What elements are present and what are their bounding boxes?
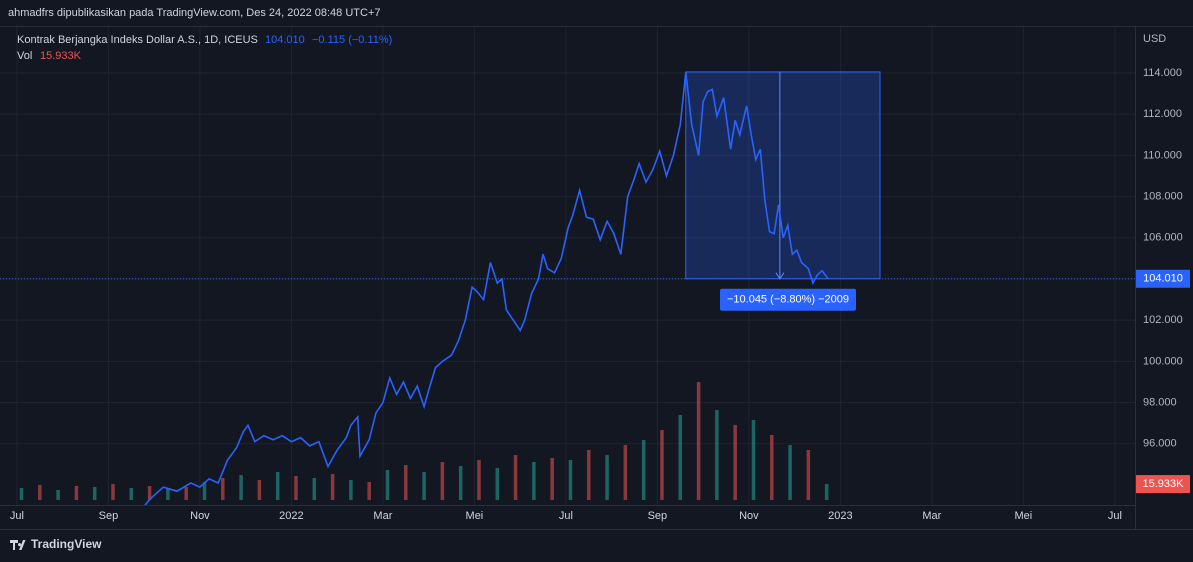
header-text: ahmadfrs dipublikasikan pada TradingView… [8,7,381,19]
volume-bar [367,482,371,500]
volume-bar [696,382,701,500]
y-tick-label: 106.000 [1143,232,1183,244]
volume-bar [715,410,719,500]
volume-bar [422,472,426,500]
volume-last-label: 15.933K [1143,478,1185,490]
volume-bar [568,460,573,500]
x-tick-label: Jul [10,510,24,522]
volume-bar [239,475,243,500]
volume-bar [513,455,518,500]
x-tick-label: Nov [190,510,210,522]
volume-bar [751,420,756,500]
y-unit: USD [1143,33,1166,45]
legend-title: Kontrak Berjangka Indeks Dollar A.S., 1D… [17,34,258,46]
volume-bar [477,460,481,500]
y-tick-label: 108.000 [1143,190,1183,202]
legend-change: −0.115 (−0.11%) [312,34,392,46]
x-tick-label: 2022 [279,510,303,522]
footer-border [0,529,1193,530]
last-price-label: 104.010 [1143,273,1183,285]
volume-bar [312,478,317,500]
last-price-tag [1136,269,1190,288]
x-tick-label: Sep [99,510,119,522]
y-tick-label: 112.000 [1143,108,1182,120]
x-tick-label: Jul [1108,510,1122,522]
volume-bar [733,425,737,500]
volume-bar [330,474,335,500]
volume-bar [294,476,298,500]
volume-bar [129,488,134,500]
volume-bar [111,484,115,500]
volume-bar [641,440,646,500]
footer-brand: TradingView [31,537,102,551]
volume-bar [275,472,280,500]
volume-bar [532,462,536,500]
volume-bar [202,482,207,500]
volume-bar [385,470,390,500]
volume-bar [221,478,225,500]
volume-bar [770,435,774,500]
volume-bar [404,465,408,500]
x-tick-label: Mei [466,510,484,522]
volume-bar [92,487,97,500]
x-tick-label: Sep [648,510,668,522]
volume-bar [184,487,188,500]
footer-logo: TradingView [10,537,102,551]
x-tick-label: Jul [559,510,573,522]
volume-bar [495,468,500,500]
measure-arrowhead [775,272,785,280]
header-border [0,26,1193,27]
volume-bar [550,458,554,500]
volume-bar [824,484,829,500]
x-tick-label: Mar [373,510,392,522]
y-tick-label: 96.000 [1143,438,1177,450]
legend-price: 104.010 [265,34,305,46]
volume-name: Vol [17,50,32,62]
volume-tag [1136,475,1190,494]
x-tick-label: Mar [922,510,941,522]
volume-bar [788,445,792,500]
volume-bar [440,462,445,500]
x-tick-label: Nov [739,510,759,522]
volume-bar [623,445,628,500]
volume-bar [678,415,683,500]
measure-label: −10.045 (−8.80%) −2009 [727,294,849,306]
volume-bar [147,486,152,500]
plot-area [19,71,881,505]
time-axis-border [0,505,1135,506]
y-tick-label: 98.000 [1143,397,1177,409]
x-tick-label: 2023 [828,510,852,522]
y-tick-label: 102.000 [1143,314,1183,326]
price-axis-border [1135,27,1136,529]
measure-label-bg [720,288,856,311]
measure-box [685,71,881,280]
x-tick-label: Mei [1015,510,1033,522]
volume-bar [458,466,463,500]
price-line [144,71,829,505]
volume-value: 15.933K [40,50,82,62]
volume-bar [587,450,591,500]
y-tick-label: 110.000 [1143,149,1182,161]
volume-bar [166,489,170,500]
volume-bar [257,480,262,500]
volume-bar [56,490,60,500]
volume-bar [349,480,353,500]
volume-bar [605,455,609,500]
volume-bar [38,485,42,500]
y-tick-label: 114.000 [1143,67,1182,79]
volume-bar [74,486,79,500]
y-tick-label: 100.000 [1143,355,1183,367]
volume-bar [806,450,811,500]
volume-bar [660,430,664,500]
volume-bar [19,488,24,500]
